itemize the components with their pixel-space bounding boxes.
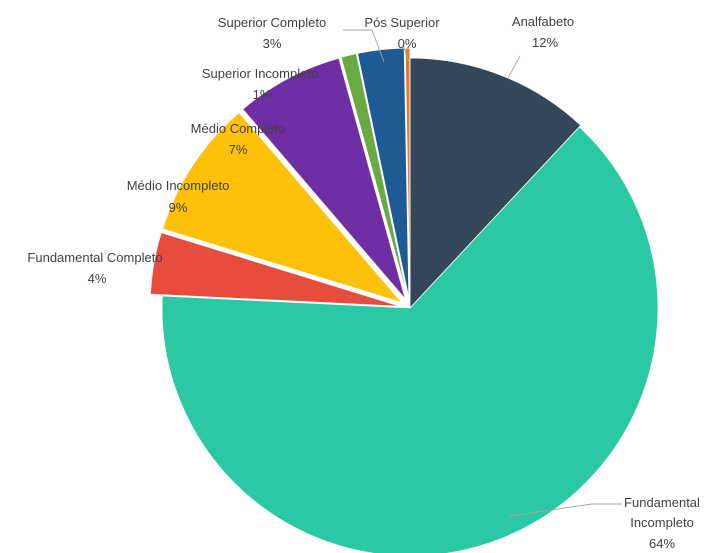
- label-medio-incompleto-name: Médio Incompleto: [127, 178, 230, 193]
- label-fundamental-incompleto-name-line1: Fundamental: [624, 495, 700, 510]
- pie-slice-superior-incompleto: [340, 53, 409, 299]
- label-superior-incompleto-name: Superior Incompleto: [202, 66, 318, 81]
- label-analfabeto-name: Analfabeto: [512, 14, 574, 29]
- pie-slice-fundamental-completo: [150, 232, 401, 307]
- label-medio-incompleto-value: 9%: [169, 200, 188, 215]
- leader-line-pos-superior: [402, 44, 410, 63]
- label-pos-superior-value: 0%: [398, 36, 417, 51]
- label-fundamental-completo-name: Fundamental Completo: [27, 250, 162, 265]
- label-pos-superior-name: Pós Superior: [364, 15, 440, 30]
- pie-slice-medio-completo: [242, 57, 406, 300]
- label-fundamental-completo-value: 4%: [88, 271, 107, 286]
- label-fundamental-incompleto-name-line2: Incompleto: [630, 515, 694, 530]
- label-superior-completo-value: 3%: [263, 36, 282, 51]
- label-fundamental-incompleto-value: 64%: [649, 536, 675, 551]
- pie-slice-fundamental-incompleto: [161, 126, 659, 553]
- label-analfabeto-value: 12%: [532, 35, 558, 50]
- pie-slices: [150, 47, 659, 553]
- pie-slice-medio-incompleto: [162, 112, 403, 304]
- label-medio-completo-value: 7%: [229, 142, 248, 157]
- leader-line-superior-completo: [343, 29, 385, 63]
- leader-line-fundamental-incompleto: [509, 503, 622, 517]
- label-medio-completo-name: Médio Completo: [191, 121, 286, 136]
- pie-slice-pos-superior: [404, 47, 411, 299]
- label-superior-incompleto-value: 1%: [253, 87, 272, 102]
- label-superior-completo-name: Superior Completo: [218, 15, 326, 30]
- pie-slice-analfabeto: [409, 57, 582, 310]
- leader-lines: [343, 29, 622, 517]
- data-labels: Analfabeto 12% Fundamental Incompleto 64…: [27, 14, 700, 551]
- leader-line-analfabeto: [507, 55, 521, 79]
